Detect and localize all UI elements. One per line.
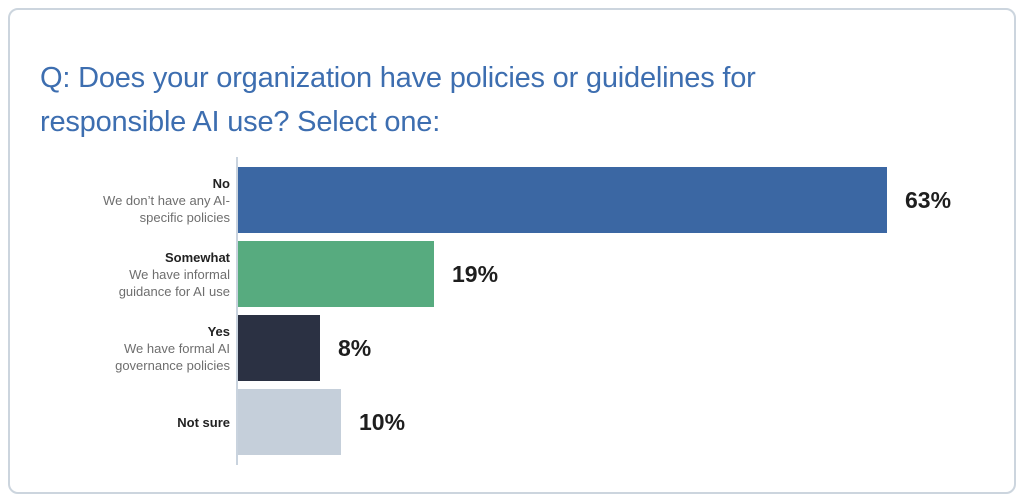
chart-row: Yes We have formal AI governance policie… [40,315,1014,381]
bar-value-label: 63% [905,186,952,213]
chart-row: Not sure 10% [40,389,1014,455]
chart-row: Somewhat We have informal guidance for A… [40,241,1014,307]
bar-value-label: 10% [359,408,406,435]
bar [238,241,434,307]
bar-area: 19% [238,241,1014,307]
category-sublabel: We have formal AI governance policies [115,340,230,373]
bar [238,315,320,381]
survey-chart-card: Q: Does your organization have policies … [8,8,1016,494]
chart-question-title: Q: Does your organization have policies … [40,62,756,138]
category-label: Yes [207,323,230,339]
bar-chart: No We don’t have any AI-specific policie… [40,157,1014,465]
bar-area: 8% [238,315,1014,381]
bar-value-label: 8% [338,334,372,361]
category-label: No [212,175,230,191]
category-label: Not sure [177,414,230,430]
y-axis-line [236,157,238,465]
category-label: Somewhat [164,249,230,265]
category-label-block: No We don’t have any AI-specific policie… [78,175,230,226]
category-label-area: Somewhat We have informal guidance for A… [40,241,230,307]
bar [238,389,341,455]
category-sublabel: We don’t have any AI-specific policies [103,192,230,225]
category-label-block: Not sure [78,414,230,431]
bar-area: 63% [238,167,1014,233]
category-sublabel: We have informal guidance for AI use [118,266,230,299]
bar [238,167,887,233]
bar-value-label: 19% [452,260,499,287]
category-label-area: Yes We have formal AI governance policie… [40,315,230,381]
category-label-block: Somewhat We have informal guidance for A… [78,249,230,300]
chart-row: No We don’t have any AI-specific policie… [40,167,1014,233]
category-label-block: Yes We have formal AI governance policie… [78,323,230,374]
category-label-area: Not sure [40,389,230,455]
category-label-area: No We don’t have any AI-specific policie… [40,167,230,233]
chart-rows: No We don’t have any AI-specific policie… [40,167,1014,455]
bar-area: 10% [238,389,1014,455]
